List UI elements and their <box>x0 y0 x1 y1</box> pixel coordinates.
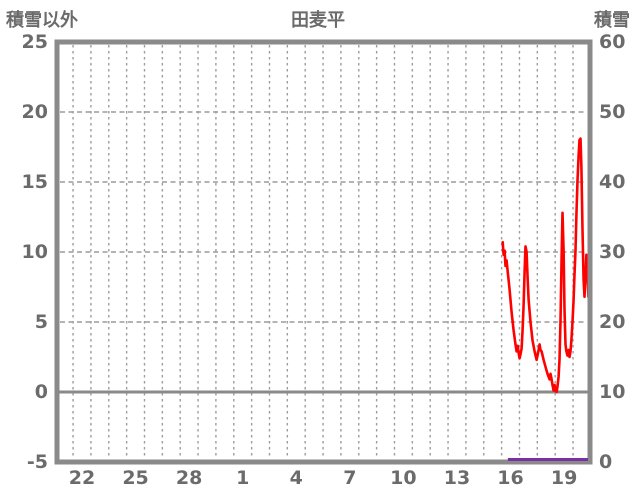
x-tick-label: 16 <box>497 467 524 489</box>
y-right-tick-label: 10 <box>599 381 626 403</box>
x-tick-label: 28 <box>175 467 203 489</box>
x-tick-label: 25 <box>122 467 149 489</box>
series-lines <box>501 137 588 394</box>
y-right-tick-label: 0 <box>599 451 613 473</box>
series-line-積雪以外 <box>501 137 588 394</box>
y-right-tick-label: 40 <box>599 171 626 193</box>
y-right-tick-label: 20 <box>599 311 626 333</box>
horizontal-gridlines <box>60 111 587 323</box>
x-tick-label: 1 <box>236 467 250 489</box>
y-left-tick-label: 10 <box>21 241 48 263</box>
y-left-tick-label: 15 <box>21 171 48 193</box>
y-left-tick-label: 20 <box>21 101 48 123</box>
x-tick-label: 22 <box>68 467 96 489</box>
y-right-tick-label: 30 <box>599 241 626 263</box>
x-tick-label: 13 <box>443 467 471 489</box>
plot-frame <box>54 39 593 465</box>
y-left-tick-label: -5 <box>26 451 48 473</box>
right-axis-title: 積雪 <box>594 10 630 31</box>
x-tick-label: 10 <box>390 467 417 489</box>
x-tick-label: 4 <box>289 467 303 489</box>
left-axis-title: 積雪以外 <box>6 10 78 31</box>
y-left-tick-label: 5 <box>34 311 48 333</box>
y-right-tick-label: 60 <box>599 31 626 53</box>
y-left-tick-label: 0 <box>34 381 48 403</box>
x-tick-label: 19 <box>550 467 578 489</box>
x-tick-label: 7 <box>343 467 357 489</box>
y-right-tick-label: 50 <box>599 101 626 123</box>
chart-title: 田麦平 <box>291 10 345 31</box>
y-left-tick-label: 25 <box>21 31 48 53</box>
